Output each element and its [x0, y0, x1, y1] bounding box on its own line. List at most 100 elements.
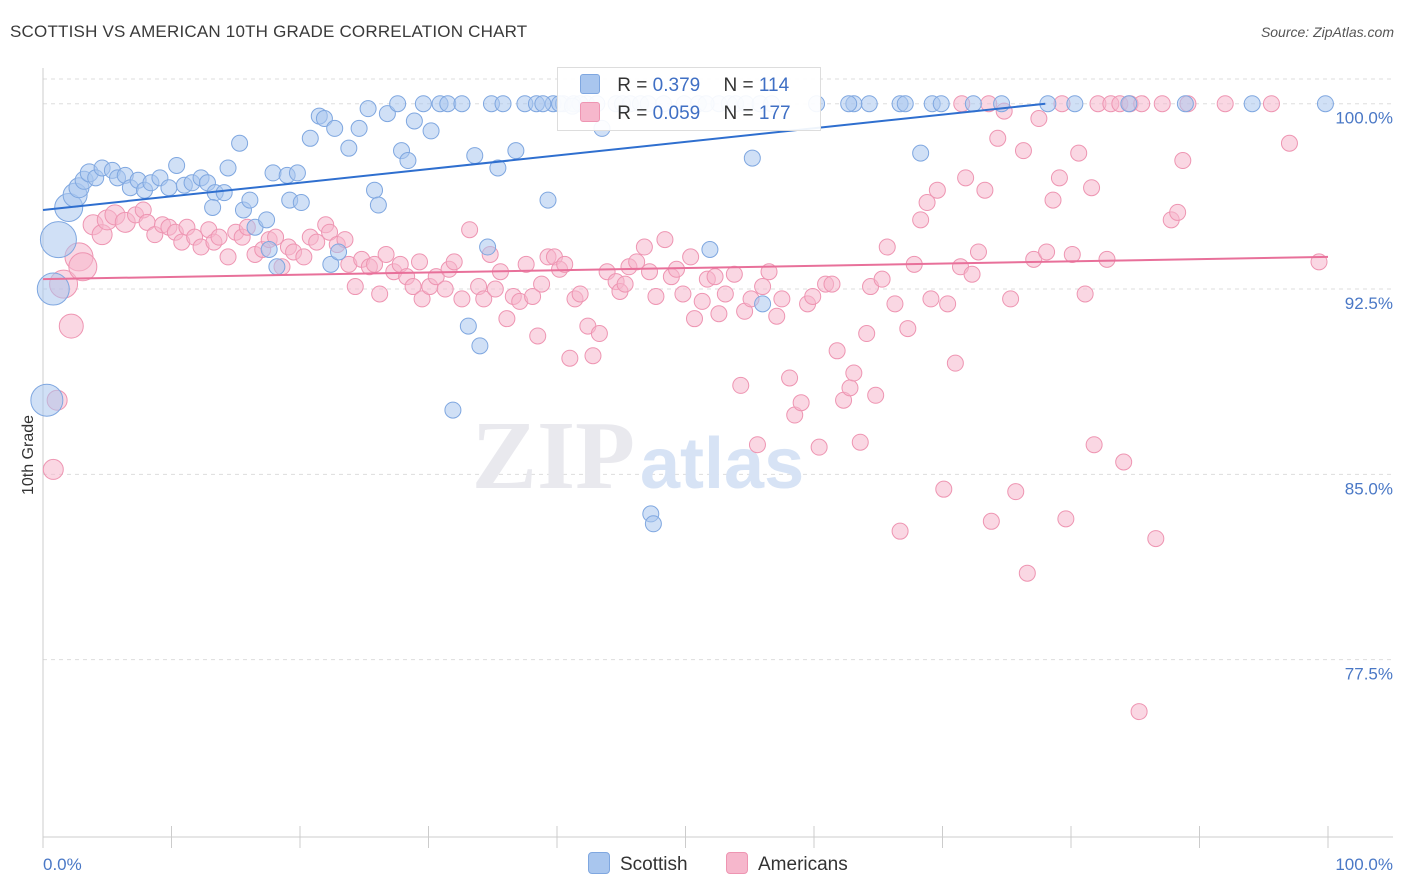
scottish-point	[260, 240, 278, 258]
scottish-point	[288, 164, 306, 182]
americans-point	[828, 342, 846, 360]
americans-point	[1076, 285, 1094, 303]
americans-point	[1070, 144, 1088, 162]
scottish-point	[30, 383, 64, 417]
americans-point	[1057, 510, 1075, 528]
scottish-point	[860, 95, 878, 113]
americans-point	[873, 270, 891, 288]
americans-trendline	[42, 255, 1329, 281]
americans-point	[804, 287, 822, 305]
americans-point	[773, 290, 791, 308]
scottish-point	[204, 198, 222, 216]
scottish-point	[405, 112, 423, 130]
americans-point	[68, 252, 98, 282]
zipatlas-watermark: ZIP atlas	[472, 402, 804, 510]
americans-point	[754, 278, 772, 296]
americans-point	[682, 248, 700, 266]
scottish-point	[459, 317, 477, 335]
americans-swatch	[580, 102, 600, 122]
americans-point	[1038, 243, 1056, 261]
scottish-point	[840, 95, 858, 113]
chart-source: Source: ZipAtlas.com	[1260, 24, 1394, 40]
americans-point	[710, 305, 728, 323]
americans-point	[656, 231, 674, 249]
americans-point	[366, 255, 384, 273]
scottish-point	[539, 191, 557, 209]
americans-point	[1018, 564, 1036, 582]
americans-point	[982, 512, 1000, 530]
n-value: 114	[758, 75, 790, 96]
americans-point	[475, 290, 493, 308]
scottish-point	[453, 95, 471, 113]
trendlines	[42, 102, 1329, 281]
americans-point	[1030, 110, 1048, 128]
americans-point	[42, 458, 64, 480]
n-value: 177	[758, 103, 791, 124]
scottish-point	[743, 149, 761, 167]
scottish-point	[268, 258, 286, 276]
americans-point	[989, 129, 1007, 147]
americans-point	[1115, 453, 1133, 471]
americans-point	[886, 295, 904, 313]
stats-row-americans: R = 0.059 N = 177	[580, 102, 791, 128]
americans-point	[685, 310, 703, 328]
stats-legend: R = 0.379 N = 114 R = 0.059 N = 177	[557, 67, 821, 131]
scottish-point	[36, 272, 70, 306]
scottish-point	[1066, 95, 1084, 113]
americans-point	[1169, 203, 1187, 221]
r-value: 0.379	[652, 75, 701, 96]
y-tick-label: 92.5%	[1345, 294, 1393, 313]
americans-point	[308, 233, 326, 251]
scottish-point	[489, 159, 507, 177]
americans-point	[346, 278, 364, 296]
americans-point	[58, 313, 84, 339]
americans-point	[674, 285, 692, 303]
americans-point	[1085, 436, 1103, 454]
scottish-point	[219, 159, 237, 177]
y-tick-label: 77.5%	[1345, 665, 1393, 684]
grid-lines	[43, 78, 1393, 661]
americans-point	[1280, 134, 1298, 152]
americans-point	[969, 243, 987, 261]
americans-point	[371, 285, 389, 303]
americans-point	[524, 287, 542, 305]
americans-point	[1007, 483, 1025, 501]
scottish-point	[301, 129, 319, 147]
americans-point	[748, 436, 766, 454]
scottish-point	[378, 105, 396, 123]
americans-point	[706, 268, 724, 286]
americans-point	[556, 255, 574, 273]
americans-point	[939, 295, 957, 313]
americans-point	[1014, 142, 1032, 160]
americans-point	[635, 238, 653, 256]
legend-item-scottish[interactable]: Scottish	[588, 852, 688, 876]
americans-point	[295, 248, 313, 266]
americans-point	[411, 253, 429, 271]
americans-point	[716, 285, 734, 303]
scottish-point	[507, 142, 525, 160]
americans-point	[571, 285, 589, 303]
americans-point	[590, 325, 608, 343]
americans-point	[693, 292, 711, 310]
legend-item-americans[interactable]: Americans	[726, 852, 848, 876]
y-axis-label: 10th Grade	[20, 415, 37, 495]
americans-point	[912, 211, 930, 229]
americans-point	[584, 347, 602, 365]
americans-point	[1083, 179, 1101, 197]
americans-point	[781, 369, 799, 387]
axes	[42, 68, 1393, 838]
americans-point	[486, 280, 504, 298]
y-tick-label: 85.0%	[1345, 479, 1393, 498]
americans-point	[841, 379, 859, 397]
r-label: R =	[617, 75, 648, 96]
scottish-point	[912, 144, 930, 162]
americans-point	[891, 522, 909, 540]
scottish-point	[389, 95, 407, 113]
scottish-point	[264, 164, 282, 182]
americans-point	[878, 238, 896, 256]
scottish-point	[369, 196, 387, 214]
scottish-point	[932, 95, 950, 113]
americans-point	[963, 265, 981, 283]
americans-point	[957, 169, 975, 187]
